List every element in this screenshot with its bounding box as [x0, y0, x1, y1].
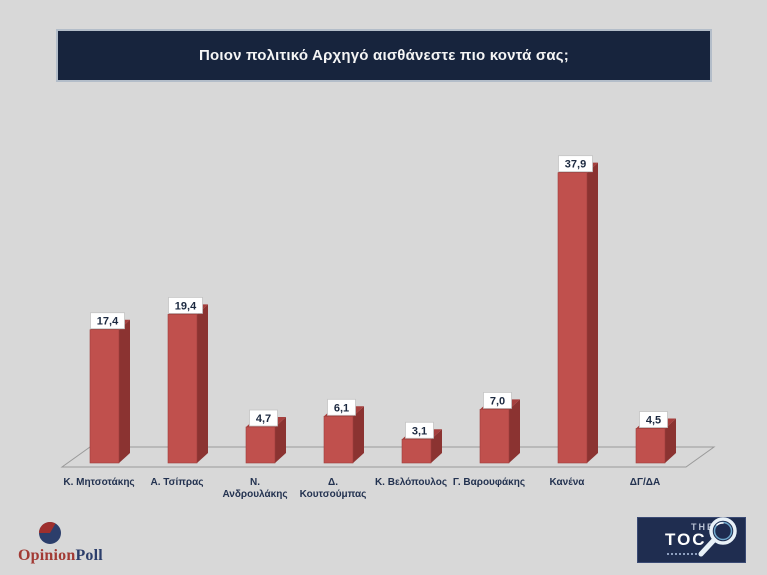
- bar-6: [557, 162, 598, 464]
- category-label: Κ. Μητσοτάκης: [63, 477, 135, 488]
- value-label: 3,1: [405, 421, 434, 439]
- bar-front-face: [557, 172, 588, 464]
- bar-front-face: [635, 428, 666, 464]
- bar-front-face: [245, 426, 276, 464]
- thetoc-subtext-dots: [667, 553, 701, 555]
- bar-5: [479, 399, 520, 464]
- bar-side-face: [197, 304, 208, 463]
- value-label: 4,5: [639, 411, 668, 428]
- bar-side-face: [353, 406, 364, 463]
- value-label: 17,4: [90, 312, 125, 330]
- value-label-box: [327, 398, 356, 416]
- chart-title: Ποιον πολιτικό Αρχηγό αισθάνεστε πιο κον…: [198, 47, 570, 64]
- value-label: 37,9: [558, 155, 593, 173]
- value-label-text: 37,9: [565, 159, 586, 171]
- bar-side-face: [509, 399, 520, 463]
- title-banner: Ποιον πολιτικό Αρχηγό αισθάνεστε πιο κον…: [56, 29, 712, 82]
- bar-side-face: [587, 162, 598, 463]
- value-label-text: 3,1: [412, 425, 427, 437]
- thetoc-word-toc: TOC: [665, 530, 707, 549]
- bar-front-face: [167, 314, 198, 464]
- value-label-text: 19,4: [175, 300, 197, 312]
- value-label-text: 6,1: [334, 402, 349, 414]
- category-label: Κανένα: [549, 477, 585, 488]
- bar-front-face: [323, 415, 354, 464]
- value-label: 7,0: [483, 391, 512, 409]
- bar-side-face: [665, 418, 676, 463]
- bar-0: [89, 319, 130, 464]
- category-label: Γ. Βαρουφάκης: [452, 477, 526, 488]
- value-label-box: [168, 296, 203, 314]
- chart-floor: [60, 446, 716, 468]
- magnifier-icon: [698, 517, 737, 557]
- opinionpoll-word-opinion: Opinion: [18, 547, 76, 564]
- opinionpoll-wordmark: OpinionPoll: [18, 547, 103, 565]
- opinionpoll-word-poll: Poll: [75, 547, 103, 564]
- value-label-text: 4,7: [256, 413, 271, 425]
- value-label-box: [405, 421, 434, 439]
- bar-front-face: [479, 409, 510, 464]
- value-label-text: 4,5: [646, 415, 661, 427]
- category-label: ΔΓ/ΔΑ: [629, 477, 661, 488]
- bar-front-face: [401, 438, 432, 464]
- value-label-text: 17,4: [97, 316, 119, 328]
- bar-1: [167, 304, 208, 464]
- value-label: 6,1: [327, 398, 356, 416]
- value-label: 19,4: [168, 296, 203, 314]
- bar-side-face: [275, 416, 286, 463]
- thetoc-logo: THE TOC: [637, 517, 746, 563]
- category-label: Α. Τσίπρας: [150, 477, 204, 488]
- value-label-box: [90, 312, 125, 330]
- value-label-box: [639, 411, 668, 428]
- opinionpoll-logo-icon: [39, 522, 61, 544]
- value-label-box: [558, 155, 593, 173]
- bar-side-face: [119, 319, 130, 463]
- value-label-text: 7,0: [490, 395, 505, 407]
- category-label: Δ. Κουτσούμπας: [299, 477, 367, 500]
- value-label: 4,7: [249, 409, 278, 427]
- value-label-box: [249, 409, 278, 427]
- category-label: Ν. Ανδρουλάκης: [222, 477, 288, 500]
- opinionpoll-logo: OpinionPoll: [18, 521, 103, 565]
- category-label: Κ. Βελόπουλος: [374, 477, 448, 488]
- thetoc-word-the: THE: [691, 522, 715, 532]
- bar-front-face: [89, 329, 120, 464]
- value-label-box: [483, 391, 512, 409]
